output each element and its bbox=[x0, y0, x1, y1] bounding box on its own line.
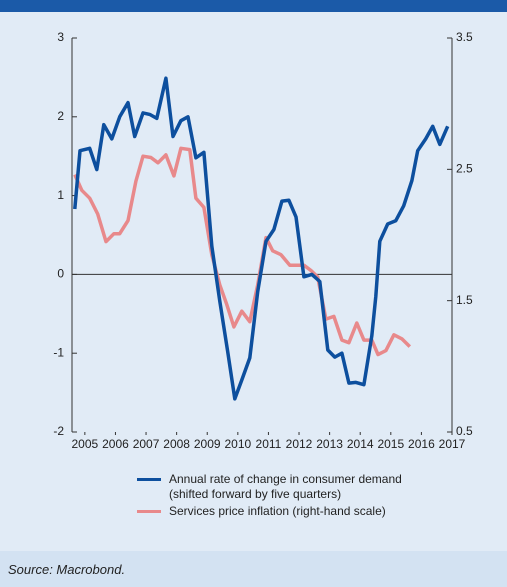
y2-tick-label: 1.5 bbox=[456, 293, 473, 307]
x-tick-label: 2016 bbox=[408, 437, 435, 451]
x-tick-label: 2014 bbox=[347, 437, 374, 451]
y2-tick-label: 0.5 bbox=[456, 424, 473, 438]
legend-swatch bbox=[137, 510, 161, 513]
x-tick-label: 2015 bbox=[377, 437, 404, 451]
x-tick-label: 2006 bbox=[102, 437, 129, 451]
y-tick-label: 1 bbox=[57, 188, 64, 202]
y-tick-label: 2 bbox=[57, 109, 64, 123]
x-tick-label: 2010 bbox=[224, 437, 251, 451]
y2-tick-label: 2.5 bbox=[456, 162, 473, 176]
legend-label: Services price inflation (right-hand sca… bbox=[169, 504, 386, 518]
legend-item: Annual rate of change in consumer demand… bbox=[137, 472, 437, 502]
header-band bbox=[0, 0, 507, 12]
chart: -2 -1 0 1 2 3 0.5 1.5 2.5 3.5 2005 2006 2007 2008 2009… bbox=[0, 0, 507, 451]
series-line bbox=[73, 76, 450, 401]
legend-label: Annual rate of change in consumer demand… bbox=[169, 472, 402, 501]
legend: Annual rate of change in consumer demand… bbox=[137, 472, 437, 521]
y-tick-label: -2 bbox=[53, 424, 64, 438]
x-tick-label: 2011 bbox=[256, 437, 282, 451]
source-band: Source: Macrobond. bbox=[0, 551, 507, 587]
x-tick-label: 2008 bbox=[163, 437, 190, 451]
series-line bbox=[73, 146, 412, 357]
x-tick-label: 2007 bbox=[133, 437, 160, 451]
x-tick-label: 2012 bbox=[286, 437, 313, 451]
legend-item: Services price inflation (right-hand sca… bbox=[137, 504, 437, 519]
source: Source: Macrobond. bbox=[8, 562, 126, 577]
x-tick-label: 2009 bbox=[194, 437, 221, 451]
y2-tick-label: 3.5 bbox=[456, 30, 473, 44]
y-tick-label: 3 bbox=[57, 30, 64, 44]
x-tick-label: 2013 bbox=[316, 437, 343, 451]
x-tick-label: 2017 bbox=[439, 437, 466, 451]
y-tick-label: 0 bbox=[57, 267, 64, 281]
legend-swatch bbox=[137, 478, 161, 481]
x-tick-label: 2005 bbox=[71, 437, 98, 451]
y-tick-label: -1 bbox=[53, 345, 64, 359]
